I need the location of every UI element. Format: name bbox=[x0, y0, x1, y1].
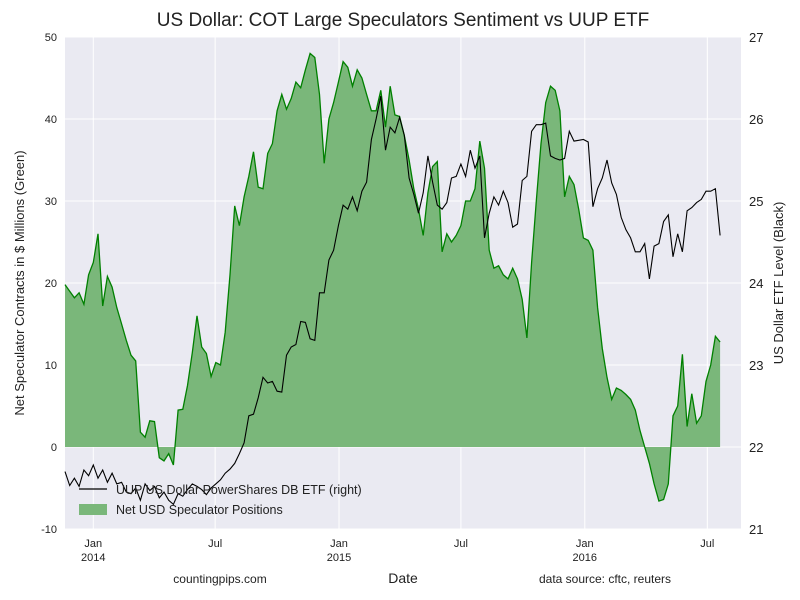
uup-etf-line bbox=[64, 95, 721, 506]
x-tick-year: 2016 bbox=[573, 552, 597, 564]
left-tick-label: 40 bbox=[45, 114, 57, 126]
right-tick-label: 21 bbox=[749, 522, 763, 537]
area-layer bbox=[64, 52, 721, 502]
y-axis-label-left: Net Speculator Contracts in $ Millions (… bbox=[12, 150, 27, 415]
x-tick-label: Jul bbox=[208, 538, 222, 550]
legend: UUP US Dollar PowerShares DB ETF (right)… bbox=[79, 483, 362, 517]
footer-source-left: countingpips.com bbox=[173, 572, 266, 586]
right-tick-label: 23 bbox=[749, 358, 763, 373]
right-tick-label: 25 bbox=[749, 194, 763, 209]
x-tick-label: Jul bbox=[700, 538, 714, 550]
footer-source-right: data source: cftc, reuters bbox=[539, 572, 671, 586]
line-layer bbox=[64, 95, 721, 506]
left-tick-label: 10 bbox=[45, 360, 57, 372]
tick-layer: -10 0 10 20 30 40 50 21 22 23 24 25 26 27 Jan 2014 Jul Ja… bbox=[41, 30, 763, 564]
left-tick-label: 0 bbox=[51, 442, 57, 454]
legend-net-label: Net USD Speculator Positions bbox=[116, 503, 283, 517]
x-axis-label: Date bbox=[388, 570, 418, 586]
right-tick-label: 22 bbox=[749, 440, 763, 455]
net-positions-area bbox=[65, 53, 721, 502]
legend-uup-label: UUP US Dollar PowerShares DB ETF (right) bbox=[116, 483, 362, 497]
right-tick-label: 24 bbox=[749, 276, 763, 291]
x-tick-label: Jan bbox=[330, 538, 348, 550]
x-tick-label: Jan bbox=[576, 538, 594, 550]
left-tick-label: 20 bbox=[45, 278, 57, 290]
x-tick-year: 2015 bbox=[327, 552, 351, 564]
x-tick-year: 2014 bbox=[81, 552, 105, 564]
chart-title: US Dollar: COT Large Speculators Sentime… bbox=[157, 10, 649, 31]
legend-net-swatch bbox=[79, 504, 107, 515]
right-tick-label: 27 bbox=[749, 30, 763, 45]
x-tick-label: Jul bbox=[454, 538, 468, 550]
y-axis-label-right: US Dollar ETF Level (Black) bbox=[771, 202, 786, 365]
net-positions-line bbox=[64, 52, 721, 502]
left-tick-label: 50 bbox=[45, 32, 57, 44]
right-tick-label: 26 bbox=[749, 112, 763, 127]
left-tick-label: 30 bbox=[45, 196, 57, 208]
x-tick-label: Jan bbox=[84, 538, 102, 550]
left-tick-label: -10 bbox=[41, 524, 57, 536]
